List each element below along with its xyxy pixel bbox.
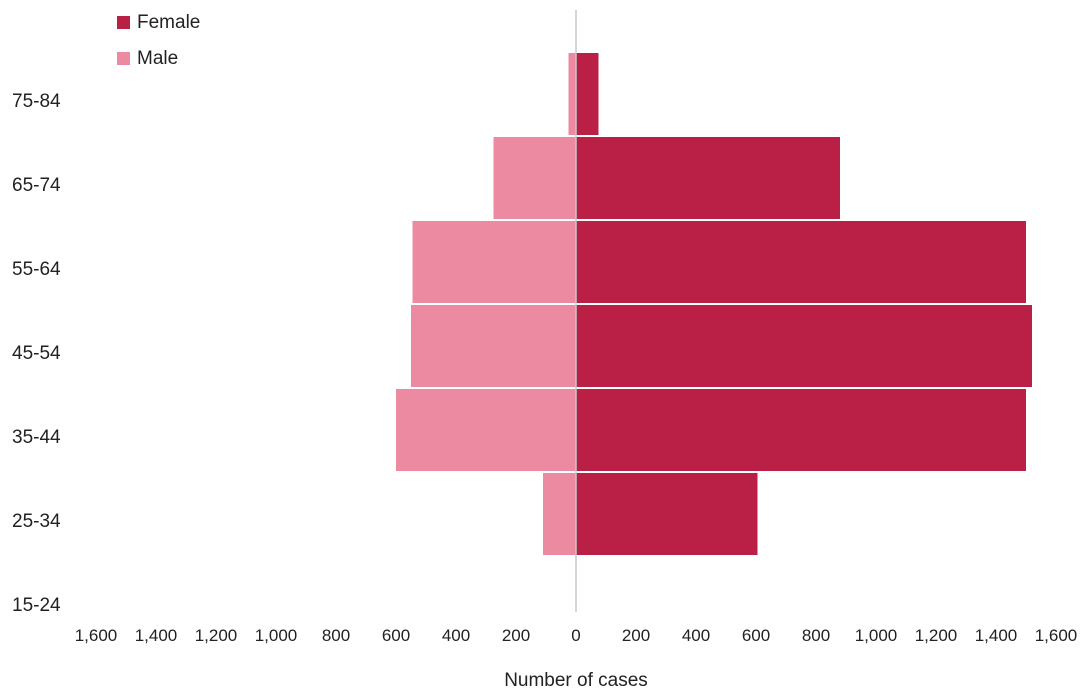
category-label-35-44: 35-44 — [12, 427, 61, 448]
bar-female-35-44 — [576, 389, 1026, 471]
bar-female-55-64 — [576, 221, 1026, 303]
bar-male-55-64 — [412, 221, 576, 303]
x-tick-label: 400 — [682, 626, 710, 645]
x-tick-label: 400 — [442, 626, 470, 645]
category-label-75-84: 75-84 — [12, 91, 61, 112]
x-tick-label: 800 — [322, 626, 350, 645]
category-label-55-64: 55-64 — [12, 259, 61, 280]
x-tick-label: 1,200 — [195, 626, 238, 645]
bar-male-75-84 — [568, 53, 576, 135]
legend: Female Male — [117, 12, 200, 69]
x-tick-label: 200 — [622, 626, 650, 645]
category-label-15-24: 15-24 — [12, 595, 61, 616]
x-tick-label: 1,600 — [75, 626, 118, 645]
bar-female-65-74 — [576, 137, 840, 219]
x-tick-label: 0 — [571, 626, 580, 645]
x-tick-label: 1,600 — [1035, 626, 1078, 645]
x-tick-label: 600 — [382, 626, 410, 645]
bars — [396, 53, 1032, 555]
x-tick-label: 600 — [742, 626, 770, 645]
bar-female-25-34 — [576, 473, 758, 555]
bar-male-45-54 — [411, 305, 576, 387]
bar-female-45-54 — [576, 305, 1032, 387]
category-label-25-34: 25-34 — [12, 511, 61, 532]
x-tick-label: 200 — [502, 626, 530, 645]
legend-swatch-male — [117, 52, 130, 65]
bar-male-35-44 — [396, 389, 576, 471]
legend-label-female: Female — [137, 12, 200, 33]
category-labels: 15-24 25-34 35-44 45-54 55-64 65-74 75-84 — [12, 91, 61, 616]
x-tick-label: 1,400 — [975, 626, 1018, 645]
legend-swatch-female — [117, 16, 130, 29]
bar-male-65-74 — [493, 137, 576, 219]
x-tick-label: 1,000 — [255, 626, 298, 645]
x-tick-label: 800 — [802, 626, 830, 645]
x-axis-label: Number of cases — [504, 670, 648, 690]
bar-female-75-84 — [576, 53, 599, 135]
x-tick-label: 1,200 — [915, 626, 958, 645]
x-tick-label: 1,400 — [135, 626, 178, 645]
category-label-65-74: 65-74 — [12, 175, 61, 196]
x-tick-label: 1,000 — [855, 626, 898, 645]
bar-male-25-34 — [543, 473, 576, 555]
category-label-45-54: 45-54 — [12, 343, 61, 364]
x-tick-labels: 1,600 1,400 1,200 1,000 800 600 400 200 0 200 400 6… — [75, 626, 1078, 645]
legend-label-male: Male — [137, 48, 178, 69]
